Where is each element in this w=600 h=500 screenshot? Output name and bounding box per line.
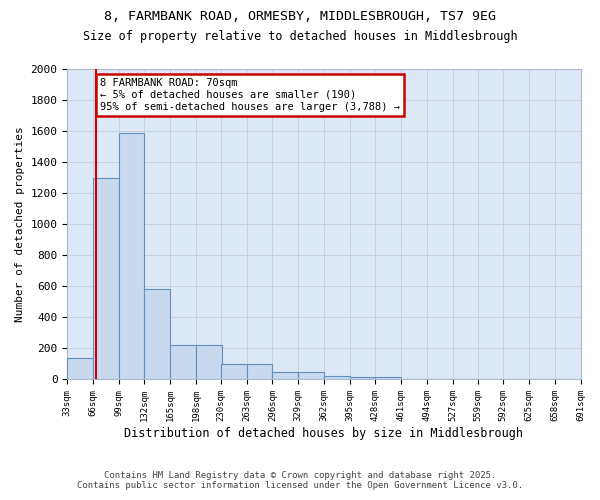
X-axis label: Distribution of detached houses by size in Middlesbrough: Distribution of detached houses by size … — [124, 427, 523, 440]
Bar — [324, 376, 350, 380]
Text: 8, FARMBANK ROAD, ORMESBY, MIDDLESBROUGH, TS7 9EG: 8, FARMBANK ROAD, ORMESBY, MIDDLESBROUGH… — [104, 10, 496, 23]
Bar — [145, 290, 170, 380]
Y-axis label: Number of detached properties: Number of detached properties — [15, 126, 25, 322]
Bar — [119, 132, 145, 380]
Bar — [93, 178, 119, 380]
Text: 8 FARMBANK ROAD: 70sqm
← 5% of detached houses are smaller (190)
95% of semi-det: 8 FARMBANK ROAD: 70sqm ← 5% of detached … — [100, 78, 400, 112]
Bar — [376, 377, 401, 380]
Bar — [298, 372, 324, 380]
Bar — [272, 372, 298, 380]
Text: Contains HM Land Registry data © Crown copyright and database right 2025.
Contai: Contains HM Land Registry data © Crown c… — [77, 470, 523, 490]
Bar — [196, 346, 222, 380]
Bar — [67, 358, 93, 380]
Bar — [350, 377, 376, 380]
Bar — [247, 364, 272, 380]
Bar — [170, 346, 196, 380]
Text: Size of property relative to detached houses in Middlesbrough: Size of property relative to detached ho… — [83, 30, 517, 43]
Bar — [221, 364, 247, 380]
